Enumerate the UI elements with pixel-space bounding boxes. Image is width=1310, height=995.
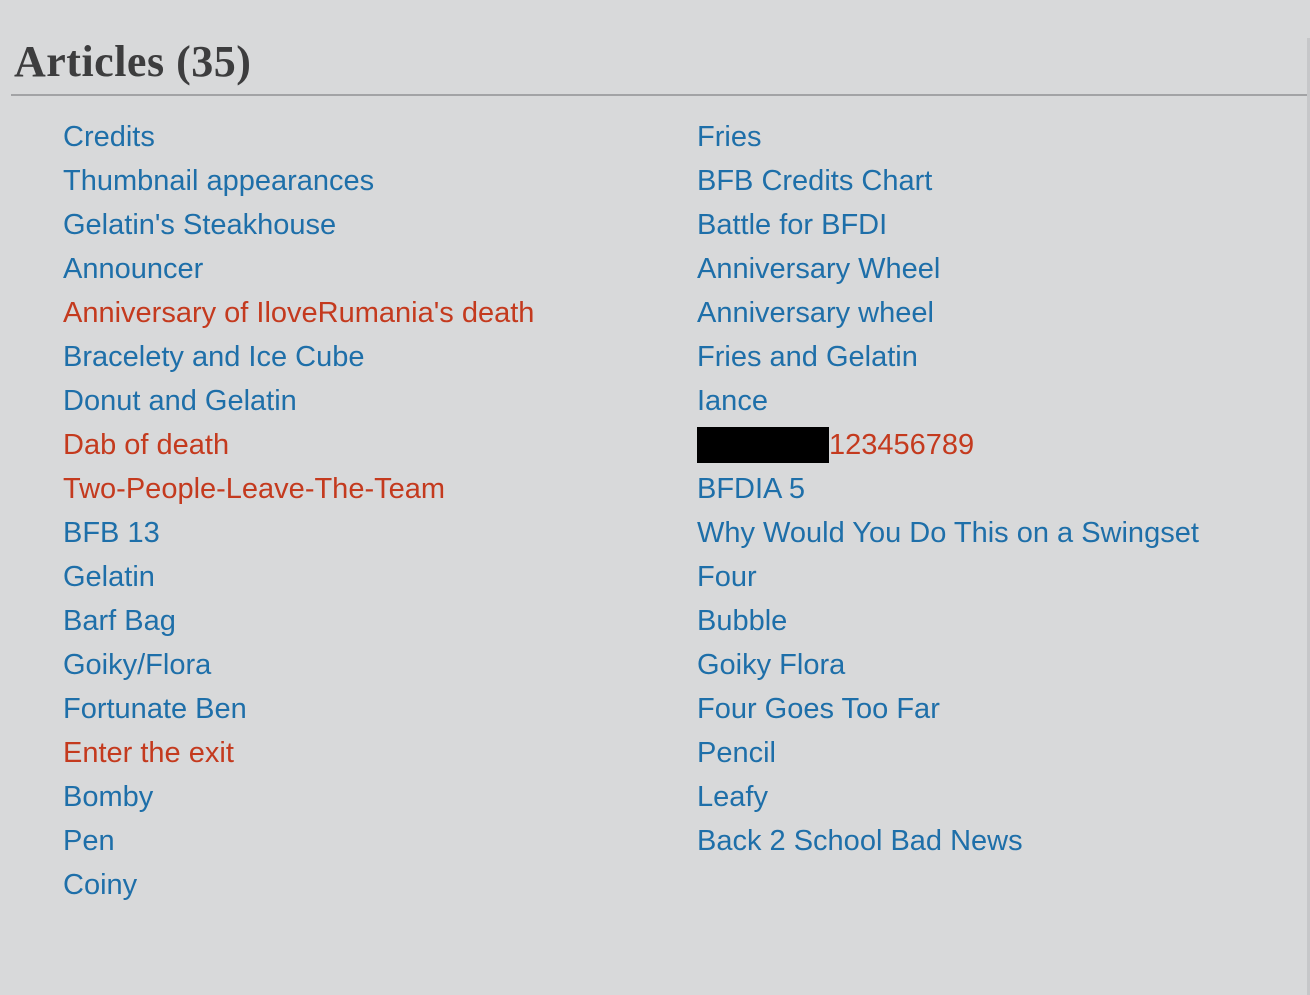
article-link[interactable]: BFB 13 bbox=[63, 517, 160, 550]
article-list-item: Two-People-Leave-The-Team bbox=[63, 467, 697, 511]
article-list-item: Anniversary of IloveRumania's death bbox=[63, 291, 697, 335]
article-list-item: 123456789 bbox=[697, 423, 1310, 467]
article-list-item: Fries and Gelatin bbox=[697, 335, 1310, 379]
article-link[interactable]: Why Would You Do This on a Swingset bbox=[697, 517, 1199, 550]
article-list-item: Back 2 School Bad News bbox=[697, 819, 1310, 863]
article-link[interactable]: Four Goes Too Far bbox=[697, 693, 940, 726]
article-link[interactable]: Anniversary Wheel bbox=[697, 253, 941, 286]
article-link[interactable]: Thumbnail appearances bbox=[63, 165, 375, 198]
article-link[interactable]: Pen bbox=[63, 825, 115, 858]
article-list-item: Thumbnail appearances bbox=[63, 159, 697, 203]
article-list-item: Four bbox=[697, 555, 1310, 599]
article-link[interactable]: Four bbox=[697, 561, 757, 594]
article-list-item: Pencil bbox=[697, 731, 1310, 775]
article-link[interactable]: Gelatin's Steakhouse bbox=[63, 209, 337, 242]
article-column-right: Fries BFB Credits Chart Battle for BFDI Ann… bbox=[697, 115, 1310, 907]
article-link[interactable]: Bubble bbox=[697, 605, 788, 638]
articles-heading: Articles (35) bbox=[14, 37, 252, 86]
article-list-item: Bubble bbox=[697, 599, 1310, 643]
article-list-item: Goiky/Flora bbox=[63, 643, 697, 687]
article-link[interactable]: Bomby bbox=[63, 781, 154, 814]
article-list-item: Gelatin's Steakhouse bbox=[63, 203, 697, 247]
article-link[interactable]: Fries and Gelatin bbox=[697, 341, 918, 374]
articles-list: Credits Thumbnail appearances Gelatin's St… bbox=[63, 115, 1310, 907]
article-list-item: Enter the exit bbox=[63, 731, 697, 775]
article-link[interactable]: Battle for BFDI bbox=[697, 209, 888, 242]
article-list-item: Announcer bbox=[63, 247, 697, 291]
article-link[interactable]: Two-People-Leave-The-Team bbox=[63, 473, 446, 506]
article-link[interactable]: Bracelety and Ice Cube bbox=[63, 341, 365, 374]
article-list-item: Coiny bbox=[63, 863, 697, 907]
article-link[interactable]: Dab of death bbox=[63, 429, 230, 462]
article-list-item: Barf Bag bbox=[63, 599, 697, 643]
article-link[interactable]: Donut and Gelatin bbox=[63, 385, 297, 418]
article-list-item: Donut and Gelatin bbox=[63, 379, 697, 423]
article-link[interactable]: 123456789 bbox=[829, 429, 975, 462]
article-link[interactable]: Anniversary of IloveRumania's death bbox=[63, 297, 535, 330]
article-list-item: BFB 13 bbox=[63, 511, 697, 555]
article-list-item: Gelatin bbox=[63, 555, 697, 599]
article-link[interactable]: Leafy bbox=[697, 781, 768, 814]
article-link[interactable]: Barf Bag bbox=[63, 605, 176, 638]
right-edge-shade bbox=[1307, 38, 1310, 995]
article-list-item: Why Would You Do This on a Swingset bbox=[697, 511, 1310, 555]
article-list-item: Iance bbox=[697, 379, 1310, 423]
article-link[interactable]: Coiny bbox=[63, 869, 138, 902]
article-list-item: Anniversary wheel bbox=[697, 291, 1310, 335]
article-link[interactable]: Anniversary wheel bbox=[697, 297, 934, 330]
article-link[interactable]: Announcer bbox=[63, 253, 204, 286]
article-list-item: Goiky Flora bbox=[697, 643, 1310, 687]
article-list-item: Bomby bbox=[63, 775, 697, 819]
title-divider bbox=[11, 94, 1310, 97]
article-list-item: Battle for BFDI bbox=[697, 203, 1310, 247]
article-link[interactable]: Goiky Flora bbox=[697, 649, 846, 682]
article-link[interactable]: Fries bbox=[697, 121, 762, 154]
article-list-item: Fries bbox=[697, 115, 1310, 159]
article-link[interactable]: BFB Credits Chart bbox=[697, 165, 933, 198]
article-list-item: Four Goes Too Far bbox=[697, 687, 1310, 731]
article-list-item: Fortunate Ben bbox=[63, 687, 697, 731]
article-link[interactable]: Credits bbox=[63, 121, 155, 154]
article-link[interactable]: Iance bbox=[697, 385, 768, 418]
article-link[interactable]: Gelatin bbox=[63, 561, 155, 594]
redaction-box bbox=[697, 427, 829, 464]
article-link[interactable]: BFDIA 5 bbox=[697, 473, 805, 506]
article-list-item: Leafy bbox=[697, 775, 1310, 819]
article-list-item: Pen bbox=[63, 819, 697, 863]
article-list-item: BFB Credits Chart bbox=[697, 159, 1310, 203]
article-list-item: Dab of death bbox=[63, 423, 697, 467]
article-link[interactable]: Fortunate Ben bbox=[63, 693, 247, 726]
article-link[interactable]: Pencil bbox=[697, 737, 776, 770]
article-list-item: Anniversary Wheel bbox=[697, 247, 1310, 291]
article-list-item: BFDIA 5 bbox=[697, 467, 1310, 511]
article-link[interactable]: Enter the exit bbox=[63, 737, 234, 770]
article-column-left: Credits Thumbnail appearances Gelatin's St… bbox=[63, 115, 697, 907]
article-link[interactable]: Goiky/Flora bbox=[63, 649, 212, 682]
article-list-item: Bracelety and Ice Cube bbox=[63, 335, 697, 379]
article-link[interactable]: Back 2 School Bad News bbox=[697, 825, 1023, 858]
article-list-item: Credits bbox=[63, 115, 697, 159]
